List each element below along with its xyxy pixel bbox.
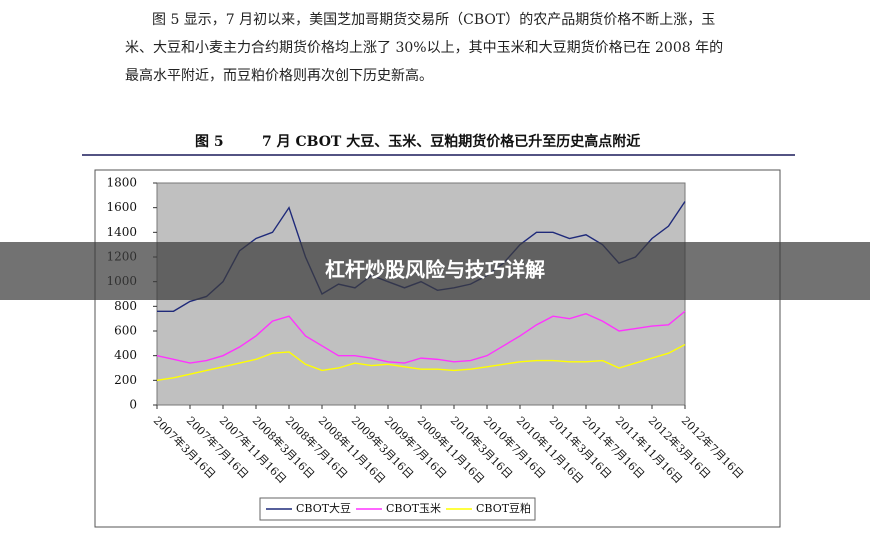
y-tick-label: 1600 — [106, 200, 137, 214]
legend-label: CBOT玉米 — [386, 502, 441, 515]
y-tick-label: 1800 — [106, 176, 137, 190]
figure-caption: 7 月 CBOT 大豆、玉米、豆粕期货价格已升至历史高点附近 — [262, 133, 640, 150]
y-tick-label: 400 — [114, 348, 137, 362]
banner-band — [0, 242, 870, 300]
paragraph-line: 米、大豆和小麦主力合约期货价格均上涨了 30%以上，其中玉米和大豆期货价格已在 … — [125, 39, 723, 56]
legend-label: CBOT大豆 — [296, 501, 351, 515]
y-tick-label: 200 — [114, 373, 137, 387]
y-tick-label: 0 — [129, 398, 137, 412]
series-line — [156, 310, 686, 364]
y-tick-label: 800 — [114, 299, 137, 313]
y-tick-label: 1400 — [106, 225, 137, 239]
legend-label: CBOT豆粕 — [476, 501, 531, 515]
figure-number: 图 5 — [195, 134, 224, 150]
paragraph-line: 图 5 显示，7 月初以来，美国芝加哥期货交易所（CBOT）的农产品期货价格不断… — [152, 11, 715, 28]
paragraph-line: 最高水平附近，而豆粕价格则再次创下历史新高。 — [125, 67, 433, 84]
legend-box — [259, 497, 536, 521]
banner: 杠杆炒股风险与技巧详解 — [0, 242, 870, 300]
banner-title: 杠杆炒股风险与技巧详解 — [325, 258, 545, 282]
y-tick-label: 600 — [114, 324, 137, 338]
series-line — [156, 343, 686, 382]
